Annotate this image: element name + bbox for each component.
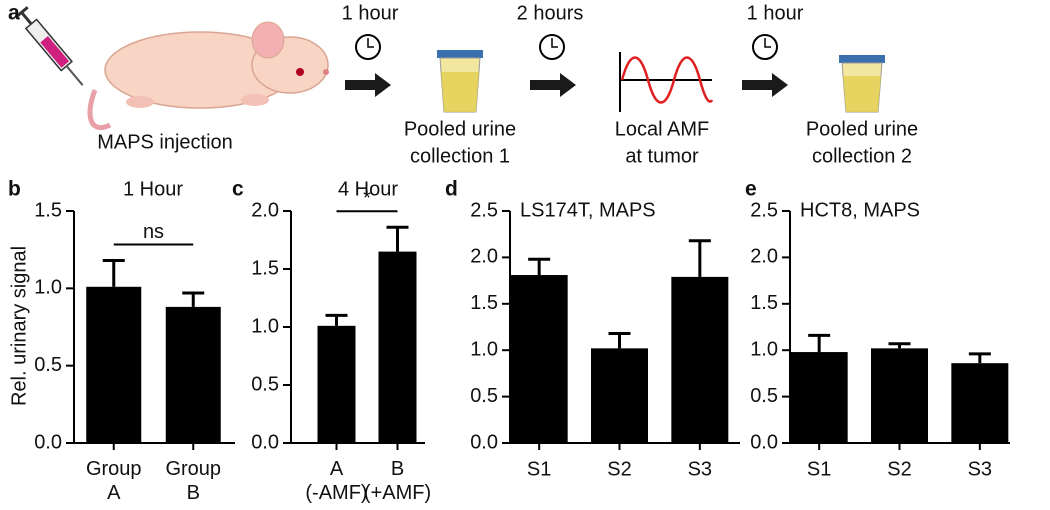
y-tick-label: 0.0 [750, 431, 778, 453]
stage-label: collection 2 [812, 145, 912, 167]
stage-label: Local AMF [615, 118, 709, 140]
arrow [742, 73, 788, 97]
y-tick-label: 0.5 [470, 385, 498, 407]
y-tick-label: 2.0 [470, 246, 498, 268]
interval-label: 1 hour [342, 2, 399, 24]
clock-hands [551, 38, 558, 48]
bar [86, 286, 142, 443]
panel-label: e [745, 178, 757, 201]
y-tick-label: 1.5 [34, 199, 62, 221]
x-tick-label: A (-AMF) [305, 458, 367, 504]
y-tick-label: 2.0 [251, 199, 279, 221]
amf-wave [619, 52, 714, 112]
y-axis-label: Rel. urinary signal [8, 246, 30, 406]
bar [317, 325, 356, 443]
bar [871, 348, 928, 443]
bar [671, 276, 729, 443]
x-tick-label: Group B [165, 458, 221, 504]
stage-label: collection 1 [410, 145, 510, 167]
panel-label: d [445, 178, 458, 201]
arrow [345, 73, 391, 97]
y-tick-label: 1.5 [470, 292, 498, 314]
bar [510, 275, 568, 443]
urine-cup [437, 50, 483, 113]
y-tick-label: 0.0 [34, 431, 62, 453]
interval-label: 1 hour [747, 2, 804, 24]
mouse [87, 21, 329, 130]
x-tick-label: S1 [527, 458, 551, 480]
y-tick-label: 0.5 [34, 354, 62, 376]
bar [378, 251, 417, 443]
y-tick-label: 1.5 [750, 292, 778, 314]
clock-hands [367, 38, 374, 48]
step-label: MAPS injection [97, 131, 233, 153]
panel-label: a [8, 2, 20, 25]
chart-title: 1 Hour [123, 178, 183, 200]
y-tick-label: 2.0 [750, 246, 778, 268]
interval-label: 2 hours [517, 2, 584, 24]
clock-hands [764, 38, 771, 48]
y-tick-label: 2.5 [470, 199, 498, 221]
stage-label: at tumor [625, 145, 699, 167]
x-tick-label: S2 [887, 458, 911, 480]
significance-label: ns [143, 221, 164, 243]
x-tick-label: S3 [688, 458, 712, 480]
bar [951, 363, 1009, 443]
stage-label: Pooled urine [404, 118, 516, 140]
bar [591, 348, 648, 443]
x-tick-label: B (+AMF) [364, 458, 431, 504]
arrow [530, 73, 576, 97]
y-tick-label: 2.5 [750, 199, 778, 221]
significance-label: * [363, 188, 371, 210]
y-tick-label: 0.5 [251, 373, 279, 395]
y-tick-label: 1.0 [470, 338, 498, 360]
x-tick-label: Group A [86, 458, 142, 504]
y-tick-label: 1.0 [750, 338, 778, 360]
x-tick-label: S3 [968, 458, 992, 480]
y-tick-label: 0.5 [750, 385, 778, 407]
chart-title: 4 Hour [338, 178, 398, 200]
x-tick-label: S2 [607, 458, 631, 480]
panel-label: b [8, 178, 21, 201]
syringe [14, 6, 84, 86]
clocks [345, 34, 788, 97]
urine-cup [839, 55, 885, 113]
schematic [14, 6, 885, 130]
chart-title: HCT8, MAPS [800, 199, 920, 221]
x-tick-label: S1 [807, 458, 831, 480]
y-tick-label: 1.5 [251, 257, 279, 279]
y-tick-label: 1.0 [34, 277, 62, 299]
y-tick-label: 1.0 [251, 315, 279, 337]
bar [165, 306, 221, 443]
y-tick-label: 0.0 [251, 431, 279, 453]
bar [790, 352, 848, 443]
chart-title: LS174T, MAPS [520, 199, 656, 221]
panel-label: c [232, 178, 244, 201]
stage-label: Pooled urine [806, 118, 918, 140]
y-tick-label: 0.0 [470, 431, 498, 453]
